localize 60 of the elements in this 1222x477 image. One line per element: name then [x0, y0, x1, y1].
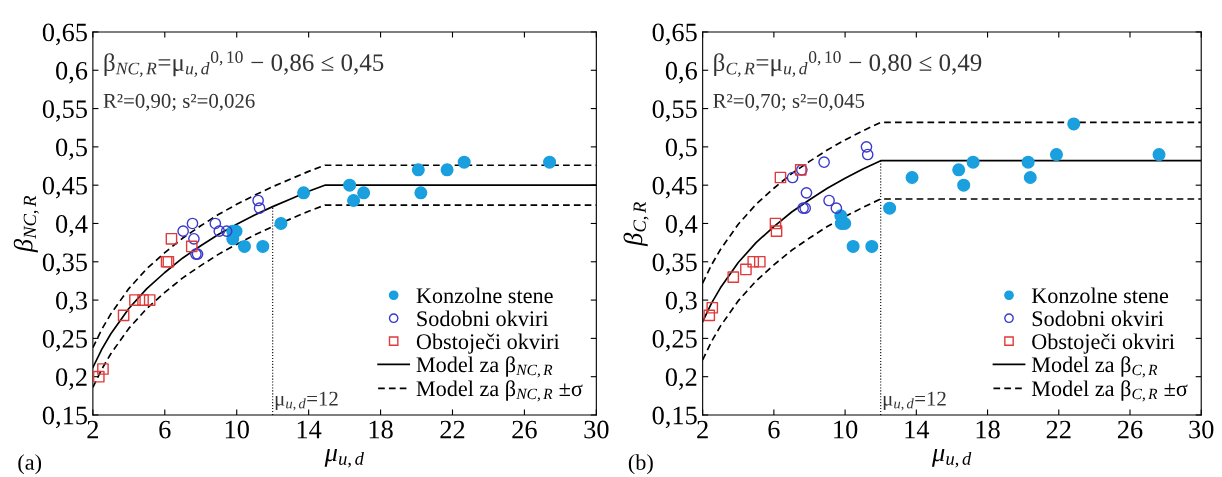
y-tick-label: 0,35 [42, 253, 87, 275]
legend-label: Konzolne stene [1031, 287, 1169, 304]
x-tick-label: 6 [159, 420, 171, 439]
legend-label: Obstoječi okviri [416, 333, 560, 354]
x-tick-label: 18 [976, 420, 1000, 439]
annotation: μ$_{u,d}$=12 [883, 391, 946, 411]
y-tick-label: 0,25 [42, 329, 87, 352]
y-tick-label: 0,65 [652, 23, 697, 46]
annotation: β$_{NC,R}$=μ$_{u,d}$$^{0,10}$ − 0,86 ≤ 0,45 [104, 51, 384, 77]
y-axis-title: β$_{C,R}$ [623, 201, 649, 247]
x-tick-label: 2 [87, 420, 99, 439]
x-tick-label: 6 [768, 420, 780, 439]
x-axis-title: μ$_{u,d}$ [931, 448, 972, 468]
y-tick-label: 0,4 [665, 215, 698, 237]
y-tick-label: 0,55 [42, 100, 87, 122]
text: (a) [18, 454, 42, 475]
legend-label: Model za β$_{C,R}$ [1031, 356, 1158, 378]
y-tick-label: 0,6 [56, 61, 88, 84]
legend-label: Model za β$_{NC,R}$ ±σ [416, 380, 583, 402]
x-tick-label: 30 [1189, 420, 1214, 439]
annotation: μ$_{u,d}$=12 [275, 391, 338, 411]
y-tick-label: 0,15 [652, 406, 697, 429]
annotation: R²=0,70; s²=0,045 [713, 93, 865, 111]
y-tick-label: 0,3 [665, 291, 697, 314]
y-tick-label: 0,2 [665, 368, 697, 390]
y-tick-label: 0,3 [56, 291, 87, 314]
y-tick-label: 0,55 [652, 100, 697, 122]
annotation: R²=0,90; s²=0,026 [103, 93, 255, 111]
x-tick-label: 26 [512, 420, 537, 439]
y-tick-label: 0,45 [652, 176, 697, 199]
x-tick-label: 18 [369, 420, 393, 439]
x-tick-label: 22 [440, 420, 465, 439]
y-tick-label: 0,25 [652, 329, 697, 352]
x-tick-label: 22 [1046, 420, 1071, 439]
y-tick-label: 0,5 [56, 138, 87, 161]
y-tick-label: 0,65 [42, 23, 87, 46]
y-tick-label: 0,45 [42, 176, 87, 199]
legend-label: Obstoječi okviri [1032, 333, 1175, 354]
y-tick-label: 0,15 [42, 406, 87, 429]
x-tick-label: 10 [225, 420, 249, 439]
y-tick-label: 0,4 [56, 215, 88, 237]
x-tick-label: 2 [697, 420, 708, 439]
x-tick-label: 14 [297, 420, 322, 439]
x-tick-label: 14 [905, 420, 930, 439]
legend-label: Sodobni okviri [1032, 310, 1164, 327]
y-tick-label: 0,2 [56, 368, 87, 390]
y-tick-label: 0,35 [652, 253, 697, 275]
legend-label: Sodobni okviri [417, 310, 549, 327]
text: (b) [628, 454, 653, 475]
y-axis-title: β$_{NC,R}$ [13, 195, 39, 253]
legend-label: Model za β$_{C,R}$ ±σ [1031, 380, 1188, 402]
y-tick-label: 0,5 [665, 138, 697, 161]
annotation: β$_{C,R}$=μ$_{u,d}$$^{0,10}$ − 0,80 ≤ 0,49 [714, 51, 982, 77]
legend-label: Model za β$_{NC,R}$ [416, 356, 553, 378]
x-tick-label: 10 [834, 420, 858, 439]
x-tick-label: 26 [1117, 420, 1143, 439]
x-tick-label: 30 [584, 420, 609, 439]
y-tick-label: 0,6 [665, 61, 697, 84]
x-axis-title: μ$_{u,d}$ [324, 448, 364, 468]
legend-label: Konzolne stene [416, 287, 553, 304]
